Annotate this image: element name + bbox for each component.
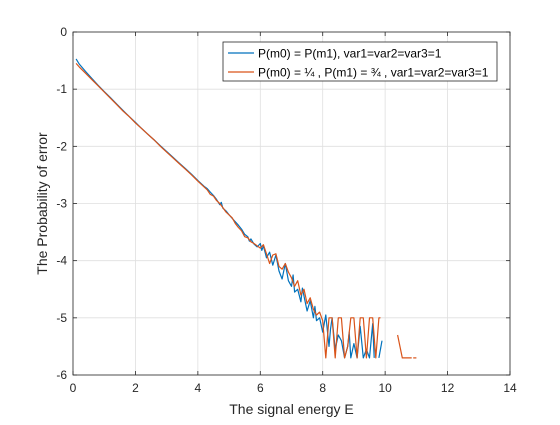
y-tick-label: -4 bbox=[56, 254, 67, 268]
y-axis-label: The Probability of error bbox=[34, 132, 50, 275]
x-tick-label: 8 bbox=[319, 381, 326, 395]
y-tick-label: -6 bbox=[56, 368, 67, 382]
y-tick-labels: 0 -1 -2 -3 -4 -5 -6 bbox=[56, 25, 67, 382]
x-axis-label: The signal energy E bbox=[229, 401, 354, 417]
x-tick-label: 12 bbox=[441, 381, 455, 395]
legend-box bbox=[222, 41, 498, 82]
ticks bbox=[72, 31, 511, 376]
y-tick-label: -2 bbox=[56, 139, 67, 153]
y-tick-label: -5 bbox=[56, 311, 67, 325]
series-2-segment bbox=[397, 334, 412, 359]
series-2-line bbox=[75, 63, 381, 359]
x-tick-label: 10 bbox=[378, 381, 392, 395]
x-tick-label: 14 bbox=[503, 381, 517, 395]
legend-label-series-1: P(m0) = P(m1), var1=var2=var3=1 bbox=[258, 47, 442, 61]
y-tick-label: 0 bbox=[60, 25, 67, 39]
y-tick-label: -3 bbox=[56, 197, 67, 211]
y-tick-label: -1 bbox=[56, 82, 67, 96]
x-tick-label: 0 bbox=[70, 381, 77, 395]
series-2 bbox=[75, 63, 417, 359]
x-tick-label: 6 bbox=[257, 381, 264, 395]
x-tick-label: 4 bbox=[195, 381, 202, 395]
legend-label-series-2: P(m0) = ¼ , P(m1) = ¾ , var1=var2=var3=1 bbox=[258, 66, 489, 80]
series-1-segment bbox=[378, 340, 383, 359]
legend: P(m0) = P(m1), var1=var2=var3=1 P(m0) = … bbox=[222, 41, 498, 82]
x-tick-label: 2 bbox=[132, 381, 139, 395]
x-tick-labels: 0 2 4 6 8 10 12 14 bbox=[70, 381, 517, 395]
series-layer bbox=[75, 58, 417, 359]
